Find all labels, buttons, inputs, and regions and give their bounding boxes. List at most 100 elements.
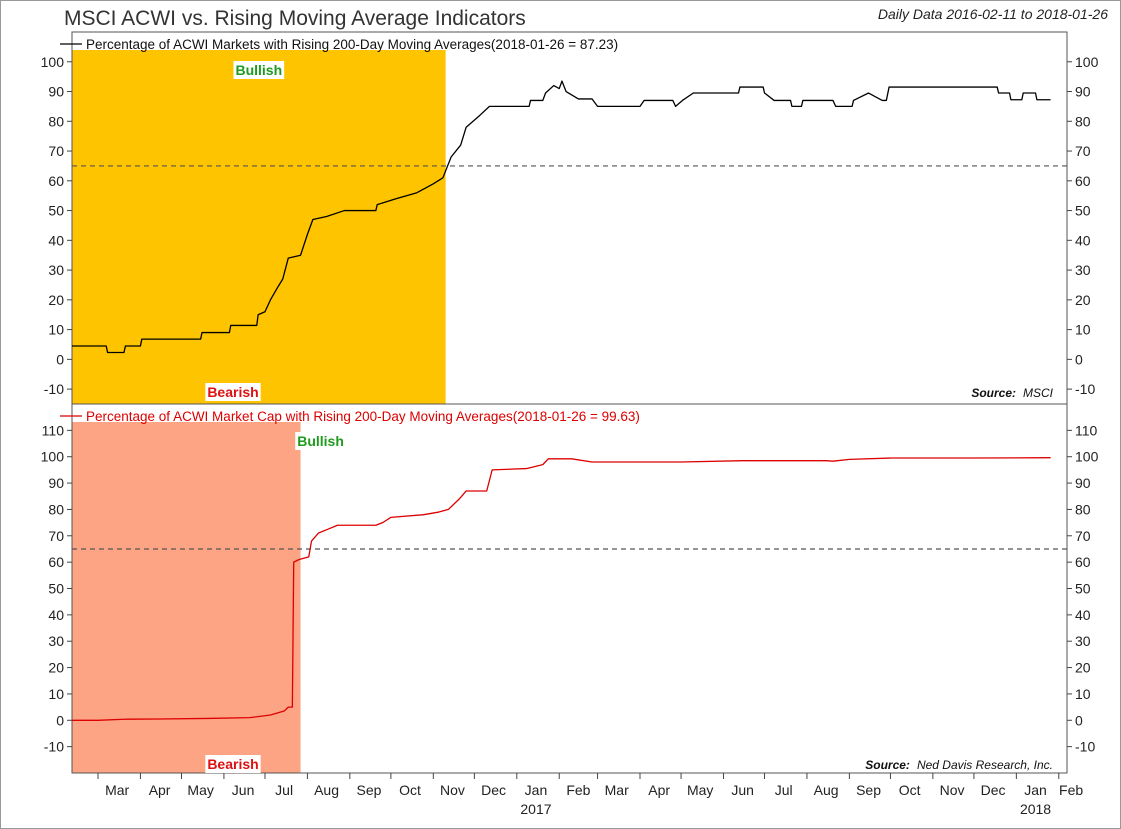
- bottom-ytick-label-left: 100: [41, 449, 65, 465]
- x-tick-label: May: [687, 782, 713, 798]
- bottom-ytick-label-right: 0: [1075, 712, 1083, 728]
- top-ytick-label-right: 40: [1075, 232, 1091, 248]
- bottom-ytick-label-left: 30: [48, 633, 64, 649]
- bottom-ytick-label-left: -10: [44, 739, 64, 755]
- top-ytick-label-right: 30: [1075, 262, 1091, 278]
- x-tick-label: Jun: [731, 782, 754, 798]
- top-ytick-label-left: 60: [48, 173, 64, 189]
- bottom-bullish-label: Bullish: [297, 433, 344, 449]
- top-ytick-label-right: 0: [1075, 351, 1083, 367]
- top-ytick-label-right: 50: [1075, 203, 1091, 219]
- bottom-bearish-label: Bearish: [207, 756, 258, 772]
- top-ytick-label-left: -10: [44, 381, 64, 397]
- x-tick-label: Jul: [275, 782, 293, 798]
- top-ytick-label-left: 80: [48, 113, 64, 129]
- top-ytick-label-left: 90: [48, 84, 64, 100]
- top-ytick-label-left: 50: [48, 203, 64, 219]
- bottom-ytick-label-right: 80: [1075, 501, 1091, 517]
- bottom-ytick-label-left: 60: [48, 554, 64, 570]
- top-bearish-label: Bearish: [207, 384, 258, 400]
- top-shaded-zone: [72, 50, 446, 404]
- bottom-ytick-label-left: 50: [48, 581, 64, 597]
- bottom-ytick-label-right: -10: [1075, 739, 1095, 755]
- top-ytick-label-left: 100: [41, 54, 65, 70]
- top-ytick-label-left: 70: [48, 143, 64, 159]
- top-series-line: [72, 80, 1051, 354]
- bottom-ytick-label-right: 100: [1075, 449, 1099, 465]
- top-ytick-label-right: 20: [1075, 292, 1091, 308]
- top-ytick-label-left: 40: [48, 232, 64, 248]
- x-tick-label: Nov: [440, 782, 465, 798]
- x-tick-label: Jan: [1024, 782, 1047, 798]
- top-ytick-label-right: 100: [1075, 54, 1099, 70]
- top-zone-label-box: [205, 383, 261, 401]
- x-tick-label: Apr: [648, 782, 670, 798]
- x-axis: Mar Apr May Jun Jul Aug Sep Oct Nov Dec Jan Feb Mar A…: [97, 773, 1083, 817]
- bottom-ytick-label-left: 10: [48, 686, 64, 702]
- chart-title: MSCI ACWI vs. Rising Moving Average Indi…: [64, 7, 526, 30]
- top-source-label: Source:: [971, 386, 1016, 400]
- bottom-ytick-label-right: 70: [1075, 528, 1091, 544]
- bottom-ytick-label-right: 10: [1075, 686, 1091, 702]
- x-tick-label: Jan: [525, 782, 548, 798]
- bottom-source-label: Source:: [865, 758, 910, 772]
- x-tick-label: Dec: [481, 782, 506, 798]
- x-tick-label: Aug: [314, 782, 339, 798]
- top-ytick-label-left: 20: [48, 292, 64, 308]
- x-tick-label: Oct: [399, 782, 421, 798]
- x-tick-label: Sep: [357, 782, 382, 798]
- x-tick-label: Jul: [775, 782, 793, 798]
- x-tick-label: Jun: [232, 782, 255, 798]
- bottom-ytick-label-right: 110: [1075, 422, 1098, 438]
- bottom-ytick-label-right: 20: [1075, 660, 1091, 676]
- top-source-name: MSCI: [1023, 386, 1054, 400]
- top-ytick-label-left: 30: [48, 262, 64, 278]
- x-tick-label: Dec: [981, 782, 1006, 798]
- x-year-label: 2018: [1020, 801, 1051, 817]
- x-year-label: 2017: [520, 801, 551, 817]
- bottom-panel: -10 -10 0 0 10 10 20 20 30 30 40 40 50 50 60 60 70 70 80 80…: [41, 403, 1099, 774]
- x-tick-label: Sep: [856, 782, 881, 798]
- top-zone-label-box: [233, 61, 285, 79]
- x-tick-label: Feb: [566, 782, 590, 798]
- bottom-ytick-label-left: 0: [56, 712, 64, 728]
- x-tick-label: Mar: [605, 782, 629, 798]
- bottom-ytick-label-left: 20: [48, 660, 64, 676]
- x-tick-label: Apr: [149, 782, 171, 798]
- bottom-ytick-label-right: 40: [1075, 607, 1091, 623]
- bottom-ytick-label-left: 80: [48, 501, 64, 517]
- bottom-ytick-label-right: 60: [1075, 554, 1091, 570]
- bottom-legend-label: Percentage of ACWI Market Cap with Risin…: [86, 409, 640, 424]
- bottom-ytick-label-left: 110: [42, 422, 65, 438]
- x-tick-label: Oct: [899, 782, 921, 798]
- x-tick-label: Mar: [105, 782, 129, 798]
- top-bullish-label: Bullish: [235, 62, 282, 78]
- top-ytick-label-right: -10: [1075, 381, 1095, 397]
- bottom-ytick-label-left: 70: [48, 528, 64, 544]
- chart-subtitle: Daily Data 2016-02-11 to 2018-01-26: [878, 6, 1108, 22]
- bottom-zone-label-box: [205, 755, 261, 773]
- top-ytick-label-right: 90: [1075, 84, 1091, 100]
- top-legend-label: Percentage of ACWI Markets with Rising 2…: [86, 37, 618, 52]
- x-tick-label: Nov: [940, 782, 965, 798]
- top-ytick-label-right: 80: [1075, 113, 1091, 129]
- top-ytick-label-left: 0: [56, 351, 64, 367]
- x-tick-label: May: [187, 782, 213, 798]
- bottom-zone-label-box: [295, 432, 346, 450]
- top-ytick-label-right: 70: [1075, 143, 1091, 159]
- x-tick-label: Feb: [1059, 782, 1083, 798]
- top-ytick-label-right: 10: [1075, 322, 1091, 338]
- bottom-shaded-zone: [72, 422, 301, 773]
- bottom-series-line: [72, 457, 1051, 721]
- bottom-ytick-label-left: 40: [48, 607, 64, 623]
- bottom-source-name: Ned Davis Research, Inc.: [917, 758, 1053, 772]
- bottom-ytick-label-right: 50: [1075, 581, 1091, 597]
- top-panel: -10 -10 0 0 10 10 20 20 30 30 40 40 50 50 60 60 70 70 80 80…: [41, 31, 1099, 405]
- x-tick-label: Aug: [814, 782, 839, 798]
- bottom-ytick-label-left: 90: [48, 475, 64, 491]
- bottom-ytick-label-right: 30: [1075, 633, 1091, 649]
- bottom-ytick-label-right: 90: [1075, 475, 1091, 491]
- top-ytick-label-right: 60: [1075, 173, 1091, 189]
- top-ytick-label-left: 10: [48, 322, 64, 338]
